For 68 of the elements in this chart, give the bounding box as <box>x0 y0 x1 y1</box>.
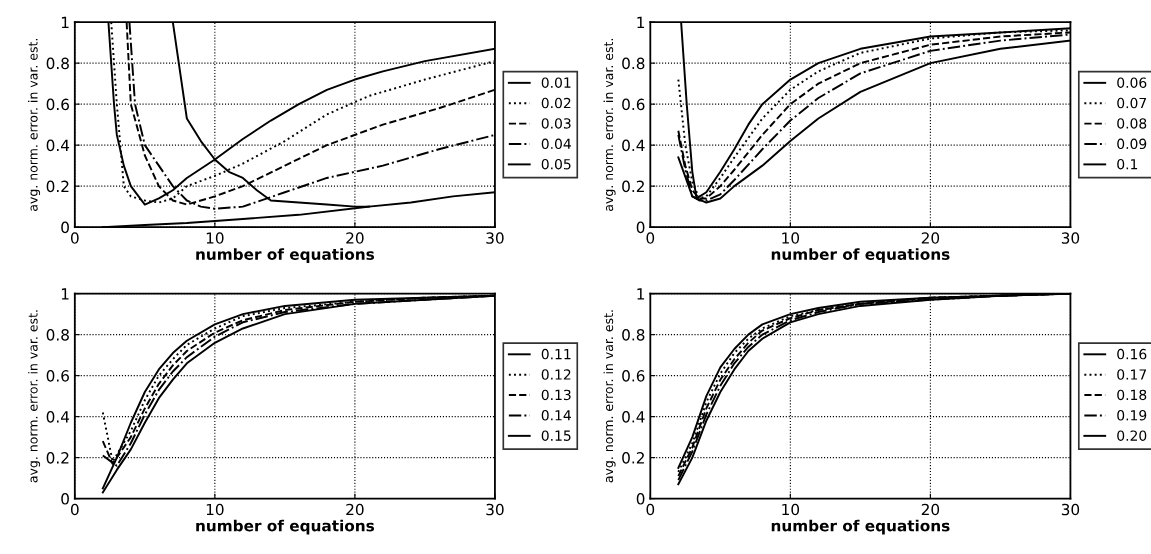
y-tick-label: 0.4 <box>622 411 645 423</box>
x-tick-label: 20 <box>921 503 940 516</box>
legend-label: 0.02 <box>541 97 571 109</box>
y-tick-label: 0.8 <box>46 329 69 341</box>
legend-label: 0.08 <box>1117 118 1147 129</box>
legend-label: 0.18 <box>1117 389 1147 401</box>
x-tick-label: 10 <box>206 232 224 244</box>
x-tick-label: 0 <box>70 232 79 244</box>
legend-label: 0.01 <box>541 77 571 88</box>
y-axis-title: avg. norm. error. in var. est. <box>603 38 616 211</box>
y-tick-label: 0.2 <box>46 180 69 193</box>
y-axis-title: avg. norm. error. in var. est. <box>28 310 41 483</box>
y-tick-label: 0.4 <box>46 411 70 423</box>
x-tick-label: 0 <box>646 232 655 244</box>
x-axis-title: number of equations <box>196 519 375 535</box>
legend-label: 0.15 <box>541 430 571 441</box>
y-tick-label: 0.2 <box>46 452 69 464</box>
x-tick-label: 20 <box>921 232 940 244</box>
x-axis-title: number of equations <box>771 248 950 263</box>
y-tick-label: 0.2 <box>622 180 644 193</box>
y-tick-label: 0.6 <box>46 370 69 382</box>
legend-label: 0.20 <box>1117 430 1147 441</box>
x-tick-label: 0 <box>70 503 79 516</box>
legend-label: 0.05 <box>541 158 571 170</box>
y-tick-label: 0.4 <box>622 139 645 152</box>
y-tick-label: 1 <box>637 16 645 28</box>
x-tick-label: 30 <box>486 232 504 244</box>
x-tick-label: 10 <box>206 503 224 516</box>
y-tick-label: 0.4 <box>46 139 70 152</box>
x-tick-label: 0 <box>646 503 655 516</box>
x-tick-label: 20 <box>346 503 364 516</box>
y-axis-title: avg. norm. error. in var. est. <box>603 310 616 483</box>
legend-label: 0.04 <box>541 138 571 150</box>
legend-label: 0.1 <box>1117 158 1138 170</box>
x-tick-label: 30 <box>1061 503 1080 516</box>
y-tick-label: 0.6 <box>622 370 645 382</box>
y-tick-label: 1 <box>61 288 69 300</box>
y-tick-label: 0 <box>636 493 645 505</box>
legend-label: 0.13 <box>541 389 571 401</box>
legend-label: 0.16 <box>1117 348 1147 360</box>
y-tick-label: 0 <box>61 493 69 505</box>
y-tick-label: 0.8 <box>622 57 645 70</box>
y-tick-label: 0.2 <box>622 452 644 464</box>
x-tick-label: 30 <box>486 503 504 516</box>
y-tick-label: 1 <box>637 288 645 300</box>
y-axis-title: avg. norm. error. in var. est. <box>28 38 41 211</box>
legend-label: 0.11 <box>541 348 571 360</box>
legend-label: 0.19 <box>1117 410 1147 421</box>
legend-label: 0.03 <box>541 118 571 129</box>
y-tick-label: 0.6 <box>622 98 645 111</box>
x-axis-title: number of equations <box>771 519 950 535</box>
x-tick-label: 10 <box>782 232 800 244</box>
x-tick-label: 10 <box>782 503 800 516</box>
y-tick-label: 0.6 <box>46 98 69 111</box>
legend-label: 0.06 <box>1117 77 1147 88</box>
legend-label: 0.14 <box>541 410 571 421</box>
y-tick-label: 0.8 <box>622 329 645 341</box>
x-tick-label: 20 <box>346 232 364 244</box>
y-tick-label: 0 <box>61 221 69 234</box>
legend-label: 0.07 <box>1117 97 1147 109</box>
x-axis-title: number of equations <box>196 248 375 263</box>
y-tick-label: 0.8 <box>46 57 69 70</box>
legend-label: 0.17 <box>1117 369 1147 380</box>
y-tick-label: 0 <box>636 221 645 234</box>
legend-label: 0.09 <box>1117 138 1147 150</box>
y-tick-label: 1 <box>61 16 69 28</box>
x-tick-label: 30 <box>1061 232 1080 244</box>
legend-label: 0.12 <box>541 369 571 380</box>
